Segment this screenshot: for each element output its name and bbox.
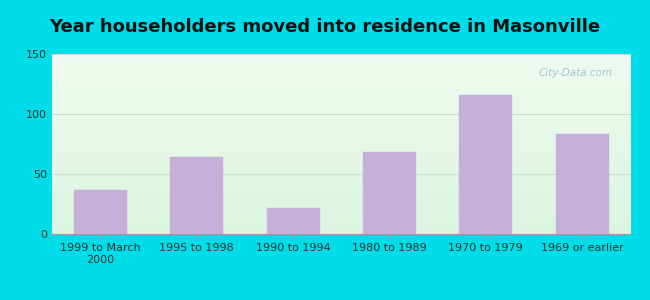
Text: Year householders moved into residence in Masonville: Year householders moved into residence i… (49, 18, 601, 36)
Bar (73, 190, 127, 234)
Text: City-Data.com: City-Data.com (539, 68, 613, 78)
Bar (266, 208, 320, 234)
Bar (460, 95, 512, 234)
Bar (363, 152, 416, 234)
Bar (170, 157, 223, 234)
Bar (556, 134, 609, 234)
